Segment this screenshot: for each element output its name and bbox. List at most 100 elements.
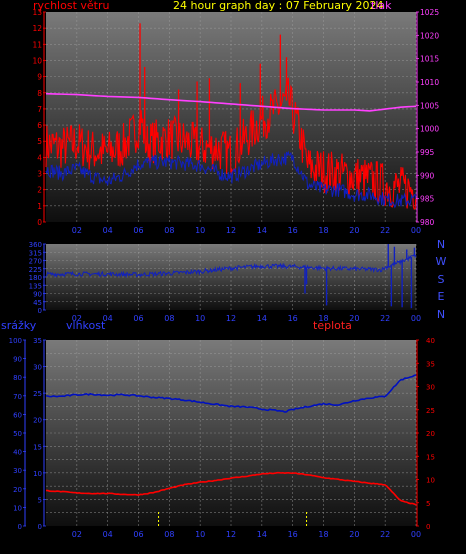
temperature-axis-tick-label: 40: [426, 337, 435, 345]
wind-speed-axis-tick-label: 10: [32, 56, 42, 65]
label-rain: srážky: [1, 319, 37, 332]
wind-speed-axis-tick-label: 9: [37, 73, 42, 82]
wind-speed-axis-tick-label: 1: [37, 202, 42, 211]
pressure-axis-tick-label: 1010: [420, 78, 439, 87]
compass-labels: N W S E N: [434, 236, 448, 323]
compass-n-bottom: N: [436, 307, 446, 321]
rain-axis-tick-label: 70: [13, 393, 22, 401]
humidity-panel-time-tick-label: 20: [349, 530, 359, 539]
direction-panel-time-tick-label: 12: [226, 314, 236, 323]
title-pressure: tlak: [371, 0, 392, 12]
wind-speed-axis-tick-label: 7: [37, 105, 42, 114]
label-temperature: teplota: [313, 319, 352, 332]
compass-n-top: N: [436, 238, 446, 251]
rain-axis-tick-label: 50: [13, 430, 22, 438]
temperature-series: [45, 471, 417, 506]
humidity-axis-tick-label: 15: [33, 443, 42, 451]
temperature-axis-tick-label: 30: [426, 384, 435, 392]
direction-axis-tick-label: 360: [29, 241, 42, 249]
direction-axis-tick-label: 315: [29, 249, 42, 257]
wind-speed-axis-tick-label: 4: [37, 153, 42, 162]
rain-axis-tick-label: 100: [9, 337, 22, 345]
direction-panel-time-tick-label: 10: [195, 314, 205, 323]
direction-axis-tick-label: 135: [29, 282, 42, 290]
wind-speed-axis-tick-label: 0: [37, 218, 42, 227]
direction-panel-time-tick-label: 14: [257, 314, 267, 323]
direction-axis-tick-label: 180: [29, 274, 42, 282]
temperature-axis-tick-label: 35: [426, 360, 435, 368]
humidity-panel-time-tick-label: 12: [226, 530, 236, 539]
wind-panel-time-tick-label: 12: [226, 226, 236, 235]
humidity-panel-time-tick-label: 08: [164, 530, 174, 539]
wind-panel-time-tick-label: 20: [349, 226, 359, 235]
humidity-panel-time-tick-label: 10: [195, 530, 205, 539]
pressure-axis-tick-label: 1015: [420, 55, 439, 64]
wind-speed-axis-tick-label: 5: [37, 137, 42, 146]
wind-panel-time-tick-label: 06: [133, 226, 143, 235]
humidity-axis-tick-label: 35: [33, 337, 42, 345]
direction-panel-time-tick-label: 20: [349, 314, 359, 323]
wind-panel-time-tick-label: 04: [103, 226, 113, 235]
humidity-axis-tick-label: 5: [38, 496, 42, 504]
direction-panel-time-tick-label: 06: [133, 314, 143, 323]
wind-panel-time-tick-label: 18: [318, 226, 328, 235]
rain-axis-tick-label: 60: [13, 411, 22, 419]
temperature-axis-tick-label: 15: [426, 453, 435, 461]
direction-axis-tick-label: 90: [33, 291, 42, 299]
compass-s: S: [437, 272, 445, 286]
direction-axis-tick-label: 45: [33, 299, 42, 307]
direction-panel-time-tick-label: 00: [411, 314, 421, 323]
rain-axis-tick-label: 10: [13, 504, 22, 512]
pressure-axis-tick-label: 1020: [420, 31, 439, 40]
humidity-axis-tick-label: 25: [33, 390, 42, 398]
wind-panel-time-tick-label: 08: [164, 226, 174, 235]
compass-w: W: [435, 255, 447, 269]
humidity-axis-tick-label: 0: [38, 523, 42, 531]
rain-axis-tick-label: 20: [13, 486, 22, 494]
rain-axis-tick-label: 0: [18, 523, 22, 531]
label-humidity: vlhkost: [66, 319, 106, 332]
temperature-axis-tick-label: 0: [426, 523, 430, 531]
humidity-panel-time-tick-label: 00: [411, 530, 421, 539]
humidity-panel-time-tick-label: 16: [288, 530, 298, 539]
wind-panel-time-tick-label: 00: [411, 226, 421, 235]
pressure-axis-tick-label: 995: [420, 148, 435, 157]
wind-panel-time-tick-label: 10: [195, 226, 205, 235]
pressure-axis-tick-label: 980: [420, 218, 435, 227]
rain-axis-tick-label: 90: [13, 356, 22, 364]
wind-panel-time-tick-label: 14: [257, 226, 267, 235]
pressure-axis-tick-label: 985: [420, 195, 435, 204]
humidity-panel-time-tick-label: 06: [133, 530, 143, 539]
direction-panel-time-tick-label: 04: [103, 314, 113, 323]
wind-panel-time-tick-label: 16: [288, 226, 298, 235]
direction-panel-time-tick-label: 22: [380, 314, 390, 323]
rain-axis-tick-label: 40: [13, 449, 22, 457]
temperature-axis-tick-label: 20: [426, 430, 435, 438]
humidity-panel-time-tick-label: 04: [103, 530, 113, 539]
wind-average-series: [45, 150, 417, 209]
pressure-series: [45, 92, 417, 112]
wind-panel-time-tick-label: 22: [380, 226, 390, 235]
humidity-panel-time-tick-label: 22: [380, 530, 390, 539]
humidity-panel-time-tick-label: 14: [257, 530, 267, 539]
direction-axis-tick-label: 225: [29, 266, 42, 274]
temperature-axis-tick-label: 10: [426, 477, 435, 485]
humidity-series: [45, 374, 417, 413]
direction-panel-time-tick-label: 08: [164, 314, 174, 323]
rain-axis-tick-label: 80: [13, 374, 22, 382]
title-date: 24 hour graph day : 07 February 2024: [173, 0, 384, 12]
wind-speed-axis-tick-label: 12: [32, 24, 42, 33]
wind-speed-axis-tick-label: 13: [32, 8, 42, 17]
rain-axis-tick-label: 30: [13, 467, 22, 475]
direction-panel-time-tick-label: 16: [288, 314, 298, 323]
wind-speed-axis-tick-label: 11: [32, 40, 42, 49]
humidity-panel-time-tick-label: 18: [318, 530, 328, 539]
wind-direction-series: [45, 252, 417, 279]
humidity-panel-time-tick-label: 02: [72, 530, 82, 539]
pressure-axis-tick-label: 1025: [420, 8, 439, 17]
direction-axis-tick-label: 0: [38, 307, 42, 315]
direction-axis-tick-label: 270: [29, 258, 42, 266]
direction-panel-time-tick-label: 02: [72, 314, 82, 323]
humidity-axis-tick-label: 20: [33, 417, 42, 425]
